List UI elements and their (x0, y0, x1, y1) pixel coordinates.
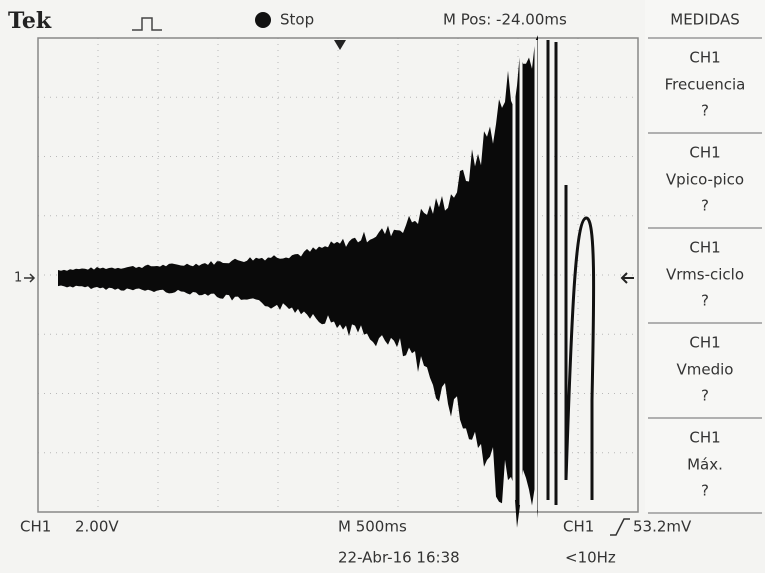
menu-value: ? (701, 482, 709, 500)
date-time: 22-Abr-16 16:38 (338, 549, 460, 567)
brand: Tek (8, 8, 52, 34)
timebase: M 500ms (338, 518, 407, 536)
menu-value: ? (701, 387, 709, 405)
menu-channel: CH1 (689, 429, 720, 447)
run-status: Stop (280, 11, 314, 29)
trigger-source: CH1 (563, 518, 594, 536)
trigger-frequency: <10Hz (565, 549, 616, 567)
menu-measurement: Frecuencia (665, 76, 746, 94)
menu-value: ? (701, 197, 709, 215)
menu-value: ? (701, 292, 709, 310)
menu-measurement: Vpico-pico (666, 171, 744, 189)
horizontal-position: M Pos: -24.00ms (443, 11, 567, 29)
trigger-level: 53.2mV (633, 518, 692, 536)
menu-measurement: Vmedio (677, 361, 734, 379)
oscilloscope-screen: Tek Stop M Pos: -24.00ms 1 MEDIDAS CH1 Fr… (0, 0, 765, 573)
menu-title: MEDIDAS (670, 11, 739, 29)
menu-channel: CH1 (689, 334, 720, 352)
menu-channel: CH1 (689, 144, 720, 162)
vertical-scale: 2.00V (75, 518, 119, 536)
menu-measurement: Vrms-ciclo (666, 266, 744, 284)
menu-value: ? (701, 102, 709, 120)
menu-channel: CH1 (689, 49, 720, 67)
run-indicator (255, 12, 271, 28)
footer-channel: CH1 (20, 518, 51, 536)
menu-channel: CH1 (689, 239, 720, 257)
channel-marker: 1 (14, 271, 22, 286)
menu-measurement: Máx. (687, 456, 723, 474)
